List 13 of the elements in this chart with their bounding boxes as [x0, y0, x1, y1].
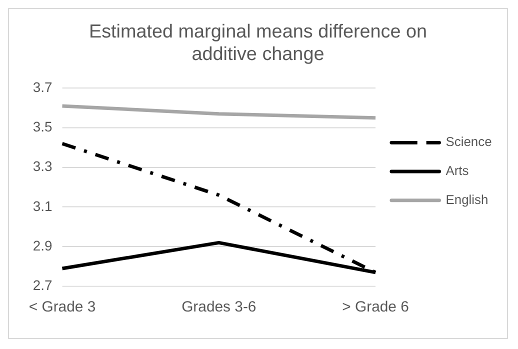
legend-label: English	[446, 192, 488, 207]
legend-label: Science	[446, 134, 492, 150]
y-tick-label: 3.7	[32, 78, 53, 95]
chart-title: Estimated marginal means difference on additive change	[88, 21, 428, 66]
x-tick-label: Grades 3-6	[182, 298, 256, 316]
y-tick-label: 2.7	[32, 277, 53, 294]
legend-label: Arts	[446, 163, 469, 178]
y-tick-label: 3.1	[32, 198, 53, 214]
y-tick-label: 3.5	[32, 118, 53, 135]
y-tick-label: 3.3	[32, 158, 53, 174]
x-tick-label: < Grade 3	[28, 298, 96, 316]
y-tick-label: 2.9	[32, 238, 53, 254]
x-tick-label: > Grade 6	[342, 298, 409, 316]
